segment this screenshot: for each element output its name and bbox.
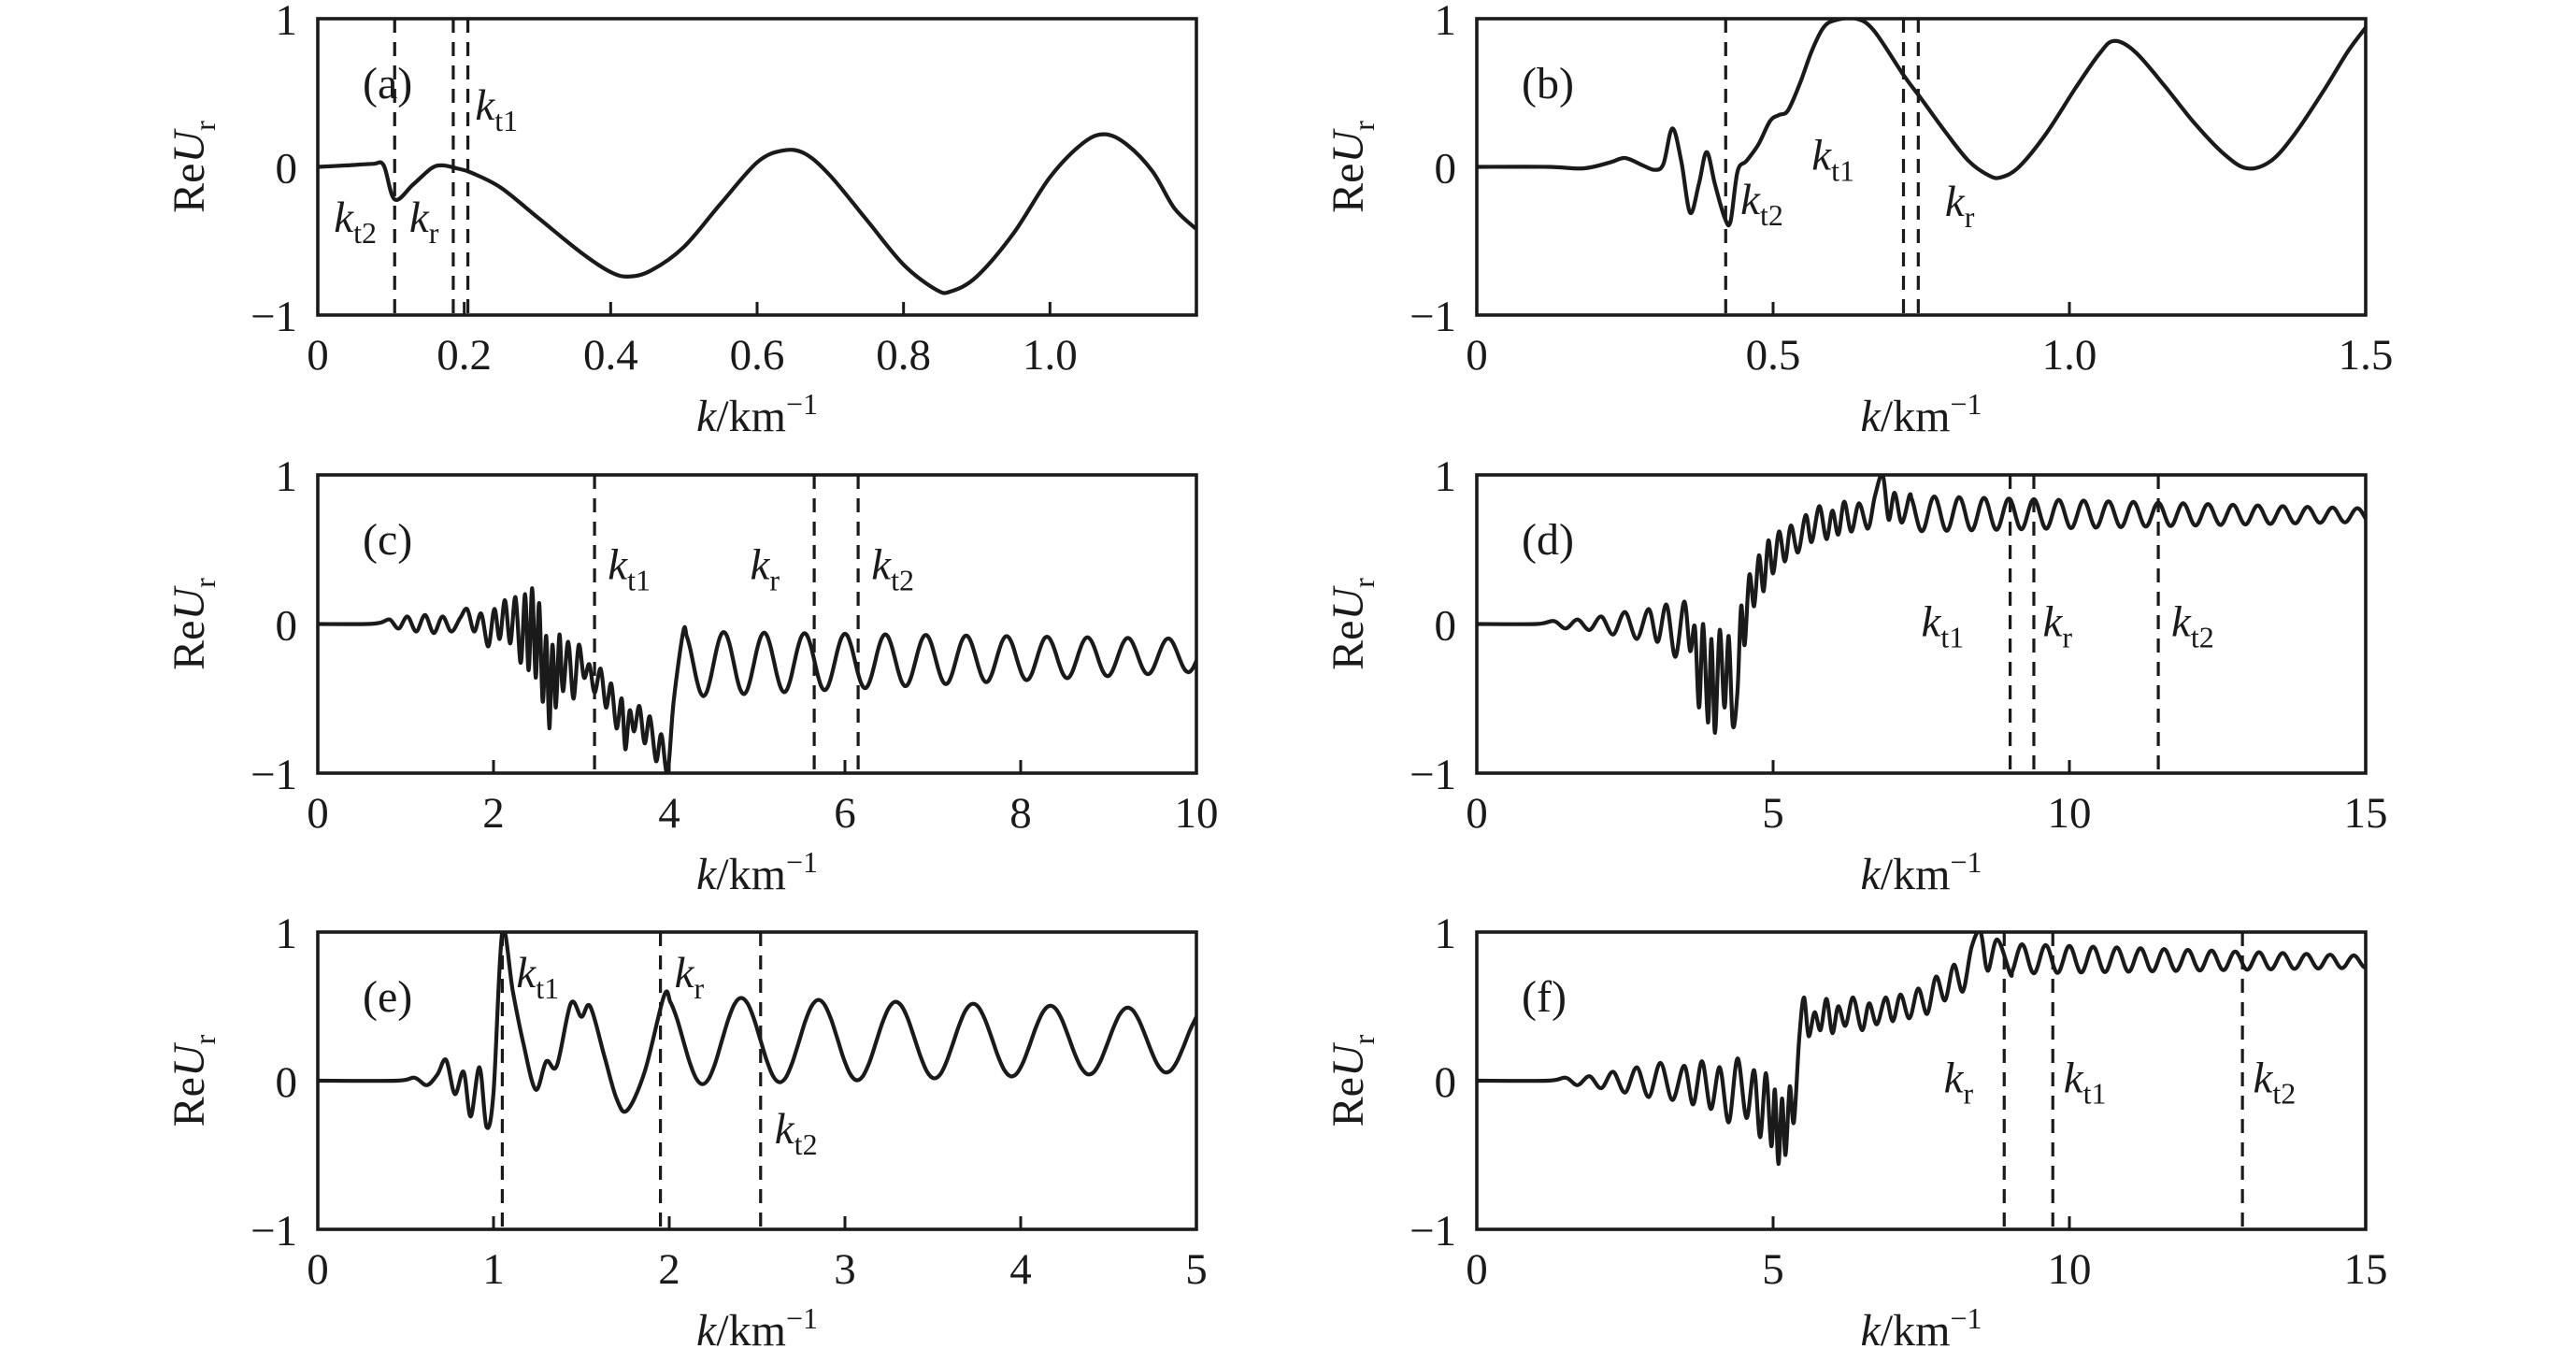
panel-b-y-tick-label: 0 <box>1435 145 1457 194</box>
panel-e-curve <box>318 932 1196 1130</box>
panel-f-marker-label-t1: kt1 <box>2064 1055 2107 1111</box>
panel-e-y-axis-label: ReUr <box>165 1034 222 1127</box>
panel-b-x-tick-label: 1.5 <box>2339 331 2394 380</box>
panel-b-x-tick-label: 1.0 <box>2042 331 2097 380</box>
panel-b-y-tick-label: 1 <box>1435 0 1457 45</box>
panel-b-x-tick-label: 0 <box>1466 331 1488 380</box>
panel-a-y-tick-label: 0 <box>276 145 298 194</box>
panel-d-marker-label-t2: kt2 <box>2171 597 2214 653</box>
panel-f-curve <box>1477 932 2366 1167</box>
panel-e-x-tick-label: 0 <box>307 1245 329 1294</box>
panel-f-marker-label-r: kr <box>1944 1055 1974 1111</box>
panel-c-x-tick-label: 10 <box>1175 789 1219 838</box>
panel-d-x-tick-label: 0 <box>1466 789 1488 838</box>
panel-a-marker-label-t1: kt1 <box>475 81 518 137</box>
panel-d-y-tick-label: 0 <box>1435 602 1457 651</box>
panel-c-marker-label-t2: kt2 <box>871 541 914 597</box>
panel-c-marker-label-t1: kt1 <box>608 541 651 597</box>
panel-b-marker-label-t1: kt1 <box>1811 132 1854 188</box>
panel-c-curve <box>318 586 1196 773</box>
panel-a-x-tick-label: 0.4 <box>583 331 638 380</box>
panel-c-y-axis-label: ReUr <box>165 578 222 670</box>
panel-a-x-tick-label: 0 <box>307 331 329 380</box>
panel-b-x-tick-label: 0.5 <box>1746 331 1801 380</box>
panel-a-marker-label-t2: kt2 <box>334 194 377 250</box>
panel-e-x-tick-label: 3 <box>834 1245 856 1294</box>
panel-f-x-axis-label: k/km−1 <box>1860 1301 1982 1349</box>
panel-c-x-tick-label: 2 <box>482 789 505 838</box>
panel-a-x-tick-label: 0.8 <box>876 331 931 380</box>
panel-a-y-tick-label: 1 <box>276 0 298 45</box>
panel-f-x-tick-label: 15 <box>2344 1245 2388 1294</box>
panel-a-x-tick-label: 0.2 <box>436 331 492 380</box>
panel-e-x-tick-label: 2 <box>658 1245 680 1294</box>
panel-c-y-tick-label: 1 <box>276 452 298 501</box>
panel-d-curve <box>1477 475 2366 736</box>
panel-f-y-axis-label: ReUr <box>1324 1034 1381 1127</box>
panel-f-letter: (f) <box>1522 972 1567 1022</box>
panel-c-y-tick-label: −1 <box>250 751 297 799</box>
panel-e-x-axis-label: k/km−1 <box>696 1301 818 1349</box>
panel-e-y-tick-label: −1 <box>250 1207 297 1256</box>
panel-b-letter: (b) <box>1522 59 1574 108</box>
panel-c-y-tick-label: 0 <box>276 602 298 651</box>
panel-f-y-tick-label: −1 <box>1410 1207 1456 1256</box>
panel-d-y-tick-label: 1 <box>1435 452 1457 501</box>
panel-f-marker-label-t2: kt2 <box>2254 1055 2297 1111</box>
panel-e-letter: (e) <box>363 972 412 1022</box>
panel-e-marker-label-r: kr <box>675 949 705 1005</box>
panel-d-letter: (d) <box>1522 515 1574 565</box>
panel-d-x-tick-label: 15 <box>2344 789 2388 838</box>
panel-a-x-tick-label: 0.6 <box>730 331 785 380</box>
panel-a-y-axis-label: ReUr <box>165 121 222 213</box>
panel-e-y-tick-label: 0 <box>276 1058 298 1107</box>
panel-e-x-tick-label: 4 <box>1009 1245 1032 1294</box>
panel-f-x-tick-label: 10 <box>2048 1245 2092 1294</box>
panel-a-x-axis-label: k/km−1 <box>696 387 818 441</box>
panel-d-x-tick-label: 5 <box>1762 789 1784 838</box>
panel-c-marker-label-r: kr <box>751 541 780 597</box>
panel-c-x-tick-label: 4 <box>658 789 680 838</box>
panel-c-x-tick-label: 6 <box>834 789 856 838</box>
panel-c-x-tick-label: 0 <box>307 789 329 838</box>
panel-e-marker-label-t1: kt1 <box>516 949 559 1005</box>
panel-d-marker-label-r: kr <box>2043 597 2073 653</box>
panel-f-y-tick-label: 0 <box>1435 1058 1457 1107</box>
panel-d-marker-label-t1: kt1 <box>1922 597 1965 653</box>
panel-d-x-axis-label: k/km−1 <box>1860 845 1982 899</box>
panel-b-curve <box>1477 19 2366 228</box>
panel-e-x-tick-label: 5 <box>1185 1245 1208 1294</box>
panel-b-y-axis-label: ReUr <box>1324 121 1381 213</box>
panel-c-x-tick-label: 8 <box>1009 789 1032 838</box>
panel-f-x-tick-label: 0 <box>1466 1245 1488 1294</box>
panel-a-x-tick-label: 1.0 <box>1023 331 1078 380</box>
panel-e-y-tick-label: 1 <box>276 910 298 958</box>
panel-a-marker-label-r: kr <box>409 194 439 250</box>
panel-d-x-tick-label: 10 <box>2048 789 2092 838</box>
panel-a-curve <box>318 132 1196 295</box>
panel-d-y-tick-label: −1 <box>1410 751 1456 799</box>
panel-b-x-axis-label: k/km−1 <box>1860 387 1982 441</box>
panel-a: 0 0.2 0.4 0.6 0.8 1.010−1(a)kt2 krkt1k/km−1ReU… <box>165 0 1198 441</box>
panel-e-marker-label-t2: kt2 <box>775 1105 818 1161</box>
panel-c-letter: (c) <box>363 515 412 565</box>
panel-b-y-tick-label: −1 <box>1410 293 1456 341</box>
panel-d-y-axis-label: ReUr <box>1324 578 1381 670</box>
panel-b-marker-label-r: kr <box>1945 178 1975 234</box>
panel-a-y-tick-label: −1 <box>250 293 297 341</box>
panel-e-x-tick-label: 1 <box>482 1245 505 1294</box>
panel-a-letter: (a) <box>363 59 412 108</box>
panel-c-x-axis-label: k/km−1 <box>696 845 818 899</box>
panel-f-x-tick-label: 5 <box>1762 1245 1784 1294</box>
panel-b-marker-label-t2: kt2 <box>1740 176 1783 232</box>
panel-f-y-tick-label: 1 <box>1435 910 1457 958</box>
